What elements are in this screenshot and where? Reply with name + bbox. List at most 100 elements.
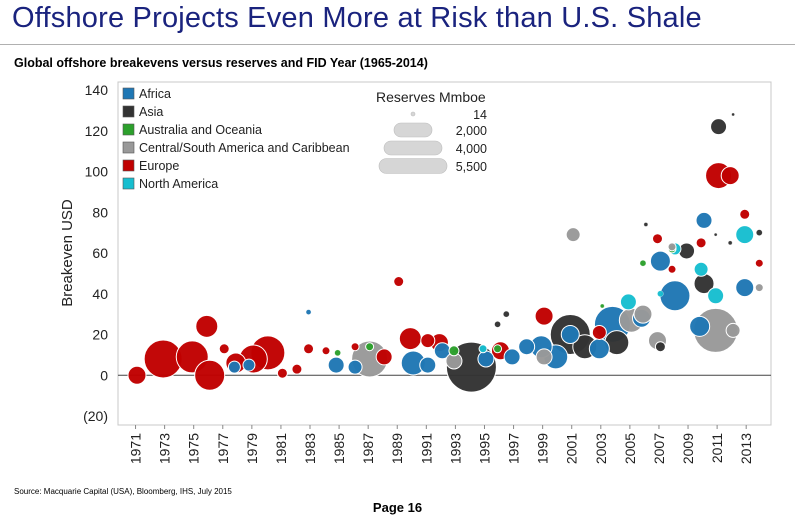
legend-swatch [122, 141, 135, 154]
size-legend-bubble [393, 122, 433, 138]
bubble-asia [710, 118, 728, 136]
bubble-africa [735, 278, 755, 298]
x-tick-label: 1979 [244, 433, 260, 464]
size-legend-bubble [383, 140, 443, 156]
bubble-africa [419, 356, 437, 374]
bubble-asia [643, 222, 649, 227]
legend-label: North America [139, 177, 218, 191]
bubble-africa [503, 348, 521, 366]
x-tick-label: 1989 [389, 433, 405, 464]
legend: Africa Asia Australia and Oceania Central/S… [122, 87, 350, 191]
bubble-north-america [657, 290, 664, 297]
x-tick-label: 1987 [360, 433, 376, 464]
bubble-europe [375, 348, 393, 366]
x-tick-label: 2005 [622, 433, 638, 464]
bubble-africa [659, 280, 691, 312]
x-tick-label: 2013 [738, 433, 754, 464]
x-tick-label: 1973 [157, 433, 173, 464]
bubble-australia-and-oceania [334, 349, 341, 356]
legend-swatch [122, 159, 135, 172]
size-legend-bubble [378, 158, 448, 174]
x-tick-label: 1975 [186, 433, 202, 464]
bubble-europe [350, 342, 360, 352]
bubble-asia [728, 240, 733, 245]
bubble-australia-and-oceania [365, 342, 375, 352]
bubble-europe [218, 343, 230, 355]
bubble-north-america [707, 287, 725, 305]
x-tick-label: 1985 [331, 433, 347, 464]
x-tick-label: 2007 [651, 433, 667, 464]
slide-title: Offshore Projects Even More at Risk than… [12, 2, 702, 34]
bubble-central-south-america-and-caribbean [633, 304, 653, 324]
y-tick-label: 20 [92, 327, 108, 343]
y-tick-label: 0 [100, 367, 108, 383]
x-tick-label: 1993 [447, 433, 463, 464]
bubble-africa [327, 356, 345, 374]
size-legend-title: Reserves Mmboe [376, 89, 486, 105]
bubble-europe [667, 264, 677, 274]
bubble-asia [654, 341, 666, 353]
legend-label: Central/South America and Caribbean [139, 141, 350, 155]
x-axis-ticks: 1971 1973 1975 1977 1979 1981 1983 1985 1987 1989… [128, 425, 754, 464]
y-tick-label: 120 [85, 123, 109, 139]
bubble-africa [560, 325, 580, 344]
chart-title: Global offshore breakevens versus reserv… [14, 56, 428, 70]
x-tick-label: 1999 [535, 433, 551, 464]
x-tick-label: 1981 [273, 433, 289, 464]
bubble-asia [756, 229, 763, 236]
bubble-europe [303, 343, 315, 355]
bubble-europe [393, 276, 405, 288]
size-legend-label: 4,000 [456, 142, 487, 156]
x-tick-label: 1971 [128, 433, 144, 464]
bubble-australia-and-oceania [493, 344, 503, 354]
x-tick-label: 2009 [680, 433, 696, 464]
bubble-central-south-america-and-caribbean [565, 227, 581, 243]
bubble-africa [518, 338, 536, 356]
legend-label: Africa [139, 87, 171, 101]
bubble-europe [195, 314, 219, 338]
x-tick-label: 2003 [593, 433, 609, 464]
bubble-europe [695, 237, 707, 249]
bubble-europe [420, 333, 436, 349]
y-axis-label: Breakeven USD [59, 199, 76, 307]
y-tick-label: 80 [92, 204, 108, 220]
source-note: Source: Macquarie Capital (USA), Bloombe… [14, 487, 232, 496]
x-tick-label: 2011 [709, 433, 725, 463]
bubble-north-america [619, 293, 637, 311]
x-tick-label: 1997 [506, 433, 522, 464]
bubble-central-south-america-and-caribbean [535, 348, 553, 366]
bubble-central-south-america-and-caribbean [725, 322, 741, 338]
bubble-central-south-america-and-caribbean [754, 283, 764, 293]
size-legend: Reserves Mmboe 14 2,000 4,000 5,500 [376, 89, 487, 174]
size-legend-bubble [410, 111, 416, 117]
bubble-europe [720, 166, 740, 186]
legend-swatch [122, 123, 135, 136]
x-tick-label: 2001 [564, 433, 580, 464]
bubble-europe [534, 306, 554, 326]
bubble-africa [689, 315, 711, 337]
bubble-europe [754, 258, 764, 268]
y-axis-ticks: (20) 0 20 40 60 80 100 120 140 [83, 82, 108, 424]
size-legend-label: 14 [473, 108, 487, 122]
bubble-north-america [693, 261, 709, 277]
size-legend-label: 5,500 [456, 160, 487, 174]
y-tick-label: 60 [92, 245, 108, 261]
x-tick-label: 1995 [476, 433, 492, 464]
x-tick-label: 1991 [418, 433, 434, 464]
legend-label: Asia [139, 105, 163, 119]
legend-label: Europe [139, 159, 179, 173]
x-tick-label: 1983 [302, 433, 318, 464]
bubble-europe [321, 346, 331, 356]
y-tick-label: (20) [83, 408, 108, 424]
bubble-africa [477, 350, 495, 368]
bubble-asia [503, 310, 510, 318]
x-tick-label: 1977 [215, 433, 231, 464]
bubble-europe [591, 324, 607, 340]
legend-label: Australia and Oceania [139, 123, 262, 137]
bubble-africa [695, 211, 713, 229]
y-tick-label: 140 [85, 82, 109, 98]
bubble-europe [127, 365, 147, 385]
bubble-europe [652, 233, 664, 245]
bubble-asia [714, 233, 718, 237]
